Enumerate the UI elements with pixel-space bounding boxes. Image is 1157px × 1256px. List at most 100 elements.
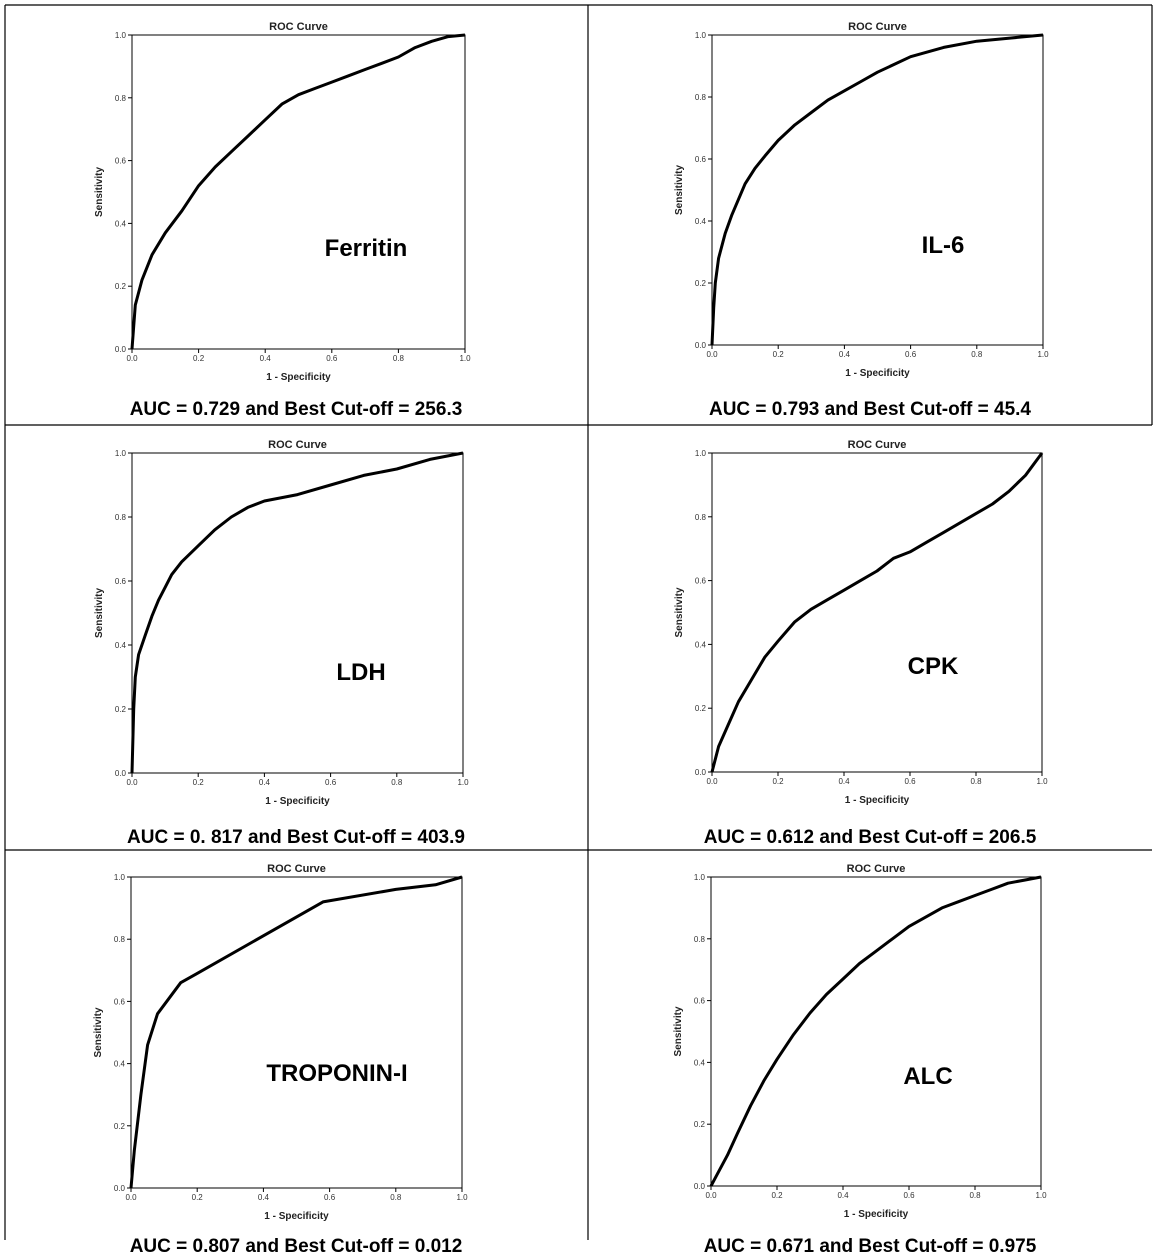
x-tick-label: 0.0 xyxy=(125,1193,137,1202)
x-tick-label: 0.2 xyxy=(773,350,785,359)
roc-panel: ROC Curve 0.00.0 0.2 0.2 0.4 0.4 0.6 0.6 0.8 0.8 1… xyxy=(674,439,1048,848)
x-tick-label: 0.4 xyxy=(259,778,271,787)
auc-caption: AUC = 0.807 and Best Cut-off = 0.012 xyxy=(130,1236,463,1256)
plot-frame xyxy=(711,34,1044,346)
y-tick-label: 0.0 xyxy=(695,768,707,777)
y-axis-label: Sensitivity xyxy=(93,1007,104,1057)
auc-caption: AUC = 0.729 and Best Cut-off = 256.3 xyxy=(130,399,463,420)
y-tick-label: 1.0 xyxy=(695,449,707,458)
y-tick-label: 0.2 xyxy=(695,279,707,288)
y-tick-label: 0.8 xyxy=(115,513,127,522)
x-tick-label: 0.0 xyxy=(706,350,718,359)
y-tick-label: 0.8 xyxy=(694,935,706,944)
y-tick-label: 0.2 xyxy=(695,704,707,713)
y-tick-label: 0.2 xyxy=(115,282,127,291)
y-tick-label: 0.4 xyxy=(115,219,127,228)
auc-caption: AUC = 0.793 and Best Cut-off = 45.4 xyxy=(709,399,1031,420)
roc-curve-line xyxy=(129,875,463,1189)
x-tick-label: 0.2 xyxy=(771,1191,783,1200)
y-tick-label: 1.0 xyxy=(115,449,127,458)
roc-curve-line xyxy=(709,875,1042,1187)
x-axis-label: 1 - Specificity xyxy=(265,796,330,807)
x-tick-label: 0.6 xyxy=(905,350,917,359)
y-tick-label: 0.0 xyxy=(115,769,127,778)
x-axis-label: 1 - Specificity xyxy=(266,372,331,383)
x-tick-label: 0.8 xyxy=(970,777,982,786)
plot-frame xyxy=(131,452,464,774)
x-tick-label: 0.6 xyxy=(903,1191,915,1200)
y-tick-label: 0.8 xyxy=(114,935,126,944)
plot-frame xyxy=(131,34,466,350)
chart-title: ROC Curve xyxy=(269,21,328,33)
x-tick-label: 0.2 xyxy=(193,354,205,363)
x-tick-label: 0.4 xyxy=(839,350,851,359)
auc-caption: AUC = 0. 817 and Best Cut-off = 403.9 xyxy=(127,827,465,848)
roc-curve-line xyxy=(710,33,1044,346)
roc-panel: ROC Curve 0.00.0 0.2 0.2 0.4 0.4 0.6 0.6 0.8 0.8 1… xyxy=(93,863,468,1256)
x-tick-label: 1.0 xyxy=(1037,350,1049,359)
y-tick-label: 1.0 xyxy=(695,31,707,40)
x-tick-label: 0.6 xyxy=(324,1193,336,1202)
x-tick-label: 0.0 xyxy=(705,1191,717,1200)
y-tick-label: 0.4 xyxy=(694,1058,706,1067)
y-tick-label: 0.8 xyxy=(115,94,127,103)
roc-panel: ROC Curve 0.00.0 0.2 0.2 0.4 0.4 0.6 0.6 0.8 0.8 1… xyxy=(94,21,471,420)
y-tick-label: 0.4 xyxy=(695,217,707,226)
x-tick-label: 0.4 xyxy=(838,777,850,786)
x-tick-label: 1.0 xyxy=(456,1193,468,1202)
roc-curve-line xyxy=(130,451,464,774)
y-tick-label: 0.0 xyxy=(695,341,707,350)
x-tick-label: 1.0 xyxy=(457,778,469,787)
x-tick-label: 0.8 xyxy=(971,350,983,359)
y-tick-label: 1.0 xyxy=(694,873,706,882)
y-tick-label: 1.0 xyxy=(115,31,127,40)
x-axis-label: 1 - Specificity xyxy=(845,795,910,806)
marker-annotation: TROPONIN-I xyxy=(266,1060,407,1087)
y-tick-label: 0.0 xyxy=(115,345,127,354)
marker-annotation: ALC xyxy=(903,1063,952,1090)
x-tick-label: 0.8 xyxy=(391,778,403,787)
chart-title: ROC Curve xyxy=(848,21,907,33)
roc-panel: ROC Curve 0.00.0 0.2 0.2 0.4 0.4 0.6 0.6 0.8 0.8 1… xyxy=(674,21,1049,420)
x-tick-label: 0.6 xyxy=(904,777,916,786)
roc-curve-line xyxy=(130,33,466,350)
marker-annotation: LDH xyxy=(336,659,385,686)
y-tick-label: 0.4 xyxy=(114,1060,126,1069)
x-tick-label: 1.0 xyxy=(1035,1191,1047,1200)
roc-curve-line xyxy=(710,452,1044,773)
y-tick-label: 0.6 xyxy=(115,157,127,166)
x-tick-label: 0.2 xyxy=(193,778,205,787)
y-tick-label: 0.4 xyxy=(115,641,127,650)
chart-title: ROC Curve xyxy=(267,863,326,875)
y-axis-label: Sensitivity xyxy=(674,165,685,215)
plot-frame xyxy=(711,452,1043,773)
y-tick-label: 0.4 xyxy=(695,640,707,649)
x-tick-label: 0.8 xyxy=(969,1191,981,1200)
x-tick-label: 0.0 xyxy=(706,777,718,786)
y-tick-label: 0.6 xyxy=(694,997,706,1006)
x-tick-label: 0.4 xyxy=(258,1193,270,1202)
x-tick-label: 0.2 xyxy=(192,1193,204,1202)
x-tick-label: 1.0 xyxy=(459,354,471,363)
x-tick-label: 0.4 xyxy=(837,1191,849,1200)
x-tick-label: 1.0 xyxy=(1036,777,1048,786)
x-axis-label: 1 - Specificity xyxy=(845,368,910,379)
y-axis-label: Sensitivity xyxy=(94,167,105,217)
x-axis-label: 1 - Specificity xyxy=(844,1209,909,1220)
x-tick-label: 0.6 xyxy=(326,354,338,363)
y-tick-label: 0.6 xyxy=(115,577,127,586)
y-tick-label: 0.8 xyxy=(695,513,707,522)
y-axis-label: Sensitivity xyxy=(94,588,105,638)
x-tick-label: 0.2 xyxy=(772,777,784,786)
y-tick-label: 0.2 xyxy=(694,1120,706,1129)
plot-frame xyxy=(130,876,463,1189)
marker-annotation: IL-6 xyxy=(922,232,965,259)
x-tick-label: 0.8 xyxy=(393,354,405,363)
y-tick-label: 0.6 xyxy=(695,577,707,586)
y-tick-label: 0.0 xyxy=(694,1182,706,1191)
y-tick-label: 0.6 xyxy=(114,997,126,1006)
y-tick-label: 0.6 xyxy=(695,155,707,164)
auc-caption: AUC = 0.671 and Best Cut-off = 0.975 xyxy=(704,1236,1037,1256)
x-tick-label: 0.0 xyxy=(126,354,138,363)
